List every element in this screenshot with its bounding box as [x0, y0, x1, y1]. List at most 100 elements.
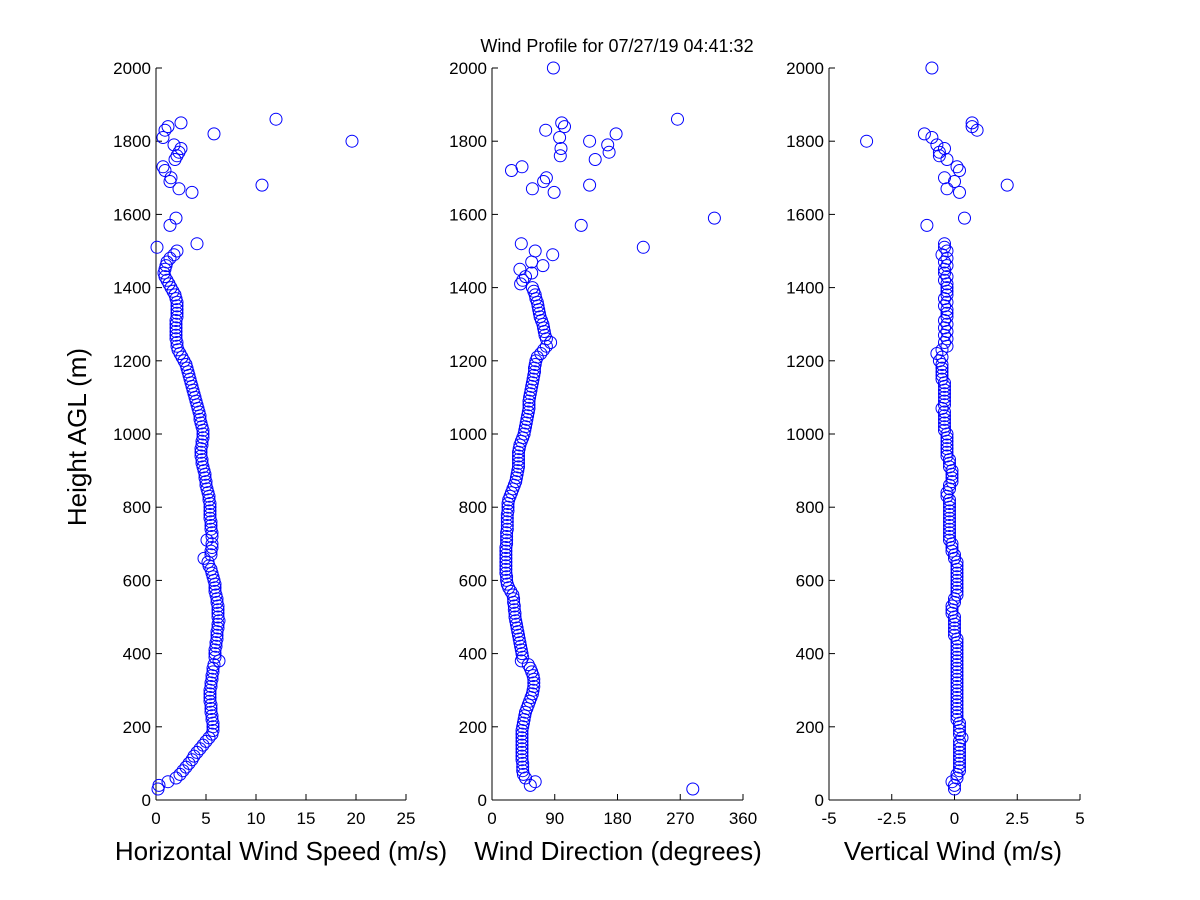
data-point: [499, 544, 513, 558]
data-point: [950, 654, 964, 668]
data-point: [514, 277, 528, 291]
data-point: [516, 760, 530, 774]
data-point: [1000, 178, 1014, 192]
data-point: [574, 218, 588, 232]
data-point: [211, 610, 225, 624]
data-point: [940, 153, 954, 166]
data-point: [499, 562, 513, 576]
data-point: [938, 266, 951, 280]
data-point: [943, 508, 956, 521]
data-point: [169, 325, 183, 338]
data-point: [955, 731, 969, 745]
data-point: [950, 713, 964, 726]
data-point: [950, 691, 964, 704]
data-point: [935, 358, 949, 371]
data-point: [546, 248, 560, 262]
y-axis-label: Height AGL (m): [62, 348, 92, 526]
data-point: [522, 401, 536, 415]
data-point: [583, 178, 597, 192]
y-tick-label: 1000: [449, 425, 487, 444]
data-point: [207, 127, 221, 141]
data-point: [161, 775, 175, 789]
x-axis-label-vertical: Vertical Wind (m/s): [844, 836, 1062, 866]
y-tick-label: 1800: [786, 132, 824, 151]
data-point: [938, 416, 951, 430]
data-point: [948, 621, 961, 635]
data-point: [204, 562, 218, 576]
data-point: [516, 764, 530, 778]
data-point: [169, 771, 183, 785]
data-point: [940, 259, 954, 273]
y-tick-label: 200: [459, 718, 487, 737]
data-point: [499, 548, 513, 562]
data-point: [938, 398, 951, 412]
data-point: [950, 698, 964, 712]
vertical-wind-panel: 0 200 400 600 800 1000 1200 1400 1600 1800 2000 -5 -…: [786, 59, 1085, 828]
data-point: [950, 680, 964, 693]
data-point: [530, 350, 544, 364]
data-point: [943, 493, 956, 507]
data-point: [199, 734, 213, 748]
data-point: [504, 584, 518, 598]
data-point: [176, 764, 190, 778]
data-point: [515, 160, 529, 174]
data-point: [950, 588, 964, 602]
data-point: [938, 240, 951, 254]
data-point: [203, 504, 217, 518]
data-point: [211, 606, 225, 620]
data-point: [169, 332, 183, 346]
y-tick-label: 2000: [449, 59, 487, 78]
data-point: [206, 665, 220, 679]
data-point: [950, 669, 964, 683]
data-point: [203, 508, 217, 521]
data-point: [539, 171, 553, 185]
data-point: [515, 745, 529, 759]
data-point: [537, 175, 551, 188]
data-point: [515, 753, 529, 767]
data-point: [507, 603, 521, 617]
y-tick-label: 1200: [786, 352, 824, 371]
data-point: [932, 354, 946, 368]
data-point: [500, 511, 514, 525]
data-point: [158, 123, 172, 137]
data-point: [169, 317, 183, 331]
data-point: [601, 138, 615, 152]
data-point: [205, 672, 219, 686]
data-point: [935, 372, 949, 386]
data-point: [177, 354, 191, 368]
x-tick-label: 20: [347, 809, 366, 828]
data-point: [167, 248, 181, 262]
x-tick-label: 180: [603, 809, 631, 828]
data-point: [940, 449, 954, 463]
data-point: [206, 720, 220, 734]
data-point: [156, 160, 170, 174]
data-point: [943, 497, 956, 510]
data-point: [204, 548, 218, 562]
data-point: [938, 292, 951, 306]
data-point: [163, 251, 177, 265]
data-point: [501, 500, 515, 514]
data-point: [160, 273, 174, 287]
data-point: [940, 182, 954, 196]
data-point: [525, 281, 539, 295]
data-point: [515, 734, 529, 748]
data-point: [950, 672, 964, 686]
data-point: [940, 281, 954, 295]
data-point: [950, 581, 964, 595]
y-tick-label: 600: [796, 571, 824, 590]
data-point: [950, 683, 964, 697]
data-point: [170, 303, 184, 317]
data-point: [162, 277, 176, 291]
y-tick-label: 0: [478, 791, 487, 810]
data-point: [588, 153, 602, 166]
data-point: [686, 782, 700, 796]
data-point: [553, 131, 567, 144]
data-point: [965, 116, 979, 130]
data-point: [948, 628, 961, 642]
data-point: [935, 361, 949, 375]
data-point: [920, 218, 934, 232]
data-point: [945, 606, 959, 620]
data-point: [950, 687, 964, 701]
y-tick-label: 800: [459, 498, 487, 517]
data-point: [168, 288, 182, 302]
